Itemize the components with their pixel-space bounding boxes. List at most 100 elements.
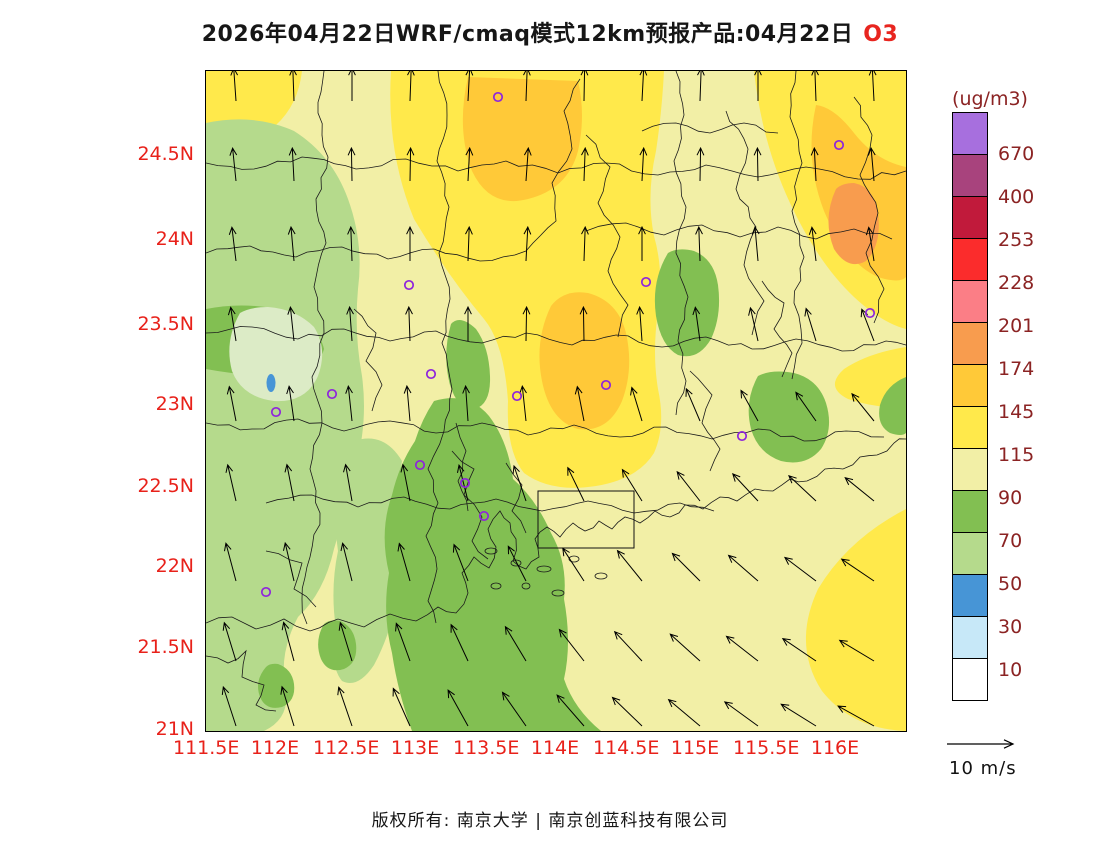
wind-vector — [289, 71, 297, 102]
colorbar-segment — [952, 322, 988, 365]
wind-vector — [639, 71, 648, 102]
colorbar-tick-label: 145 — [998, 401, 1035, 423]
colorbar-segment — [952, 658, 988, 701]
wind-vector — [347, 225, 355, 262]
wind-vector — [639, 146, 648, 182]
admin-boundary — [353, 308, 383, 412]
admin-boundary — [301, 71, 329, 625]
wind-vector — [638, 225, 646, 261]
station-marker — [511, 390, 523, 402]
wind-vector — [450, 623, 469, 662]
wind-vector — [281, 621, 295, 662]
wind-vector — [286, 385, 295, 422]
wind-vector — [692, 306, 701, 342]
wind-vector — [340, 542, 353, 582]
wind-vector — [348, 71, 356, 101]
station-marker — [864, 307, 876, 319]
wind-vector — [579, 305, 588, 342]
wind-vector — [452, 543, 469, 582]
wind-vector — [838, 639, 875, 662]
wind-vector — [465, 71, 474, 102]
o3-field-region-east-central-green — [654, 249, 720, 357]
wind-vector — [406, 146, 415, 182]
wind-vector — [780, 703, 817, 727]
colorbar-tick-label: 201 — [998, 315, 1035, 337]
o3-field-region-west-light-green — [206, 119, 364, 731]
wind-speed-legend: 10 m/s — [945, 736, 1035, 779]
colorbar-segment — [952, 406, 988, 449]
o3-field-region-east-edge-green — [879, 377, 906, 435]
colorbar-segment — [952, 280, 988, 323]
wind-vector — [284, 463, 295, 502]
admin-boundary — [436, 71, 453, 432]
colorbar-tick-label: 670 — [998, 143, 1035, 165]
admin-boundary — [641, 122, 779, 134]
station-marker — [833, 139, 845, 151]
wind-legend-label: 10 m/s — [949, 758, 1017, 779]
island-outline — [521, 582, 531, 590]
wind-vector — [621, 468, 643, 502]
admin-boundary — [455, 422, 469, 512]
wind-vector — [751, 225, 760, 262]
island-outline — [594, 572, 608, 580]
page-title-text: 2026年04月22日WRF/cmaq模式12km预报产品:04月22日 — [201, 22, 854, 47]
admin-boundary — [265, 494, 715, 514]
wind-vector — [740, 389, 759, 422]
wind-vector — [345, 385, 353, 422]
species-label: O3 — [863, 22, 899, 47]
lat-tick-label: 22.5N — [137, 475, 194, 497]
wind-vector — [727, 554, 759, 582]
wind-vector — [669, 633, 701, 662]
o3-concentration-map — [206, 71, 906, 731]
wind-vector — [783, 556, 817, 582]
wind-vector — [556, 694, 585, 727]
wind-vector — [840, 558, 875, 582]
wind-vector — [844, 476, 875, 502]
wind-vector — [811, 71, 819, 102]
lat-tick-label: 21.5N — [137, 636, 194, 658]
wind-vector — [753, 146, 762, 182]
o3-field-region-west-pale-green — [229, 307, 323, 402]
admin-boundary — [206, 156, 906, 180]
wind-vector — [224, 542, 237, 582]
wind-vector — [808, 226, 817, 262]
wind-vector — [788, 475, 817, 502]
colorbar — [952, 112, 988, 701]
station-marker — [414, 459, 426, 471]
wind-vector — [567, 466, 585, 502]
lon-tick-label: 113.5E — [453, 737, 520, 759]
region-highlight-box — [537, 490, 635, 549]
wind-vector — [696, 146, 705, 182]
wind-vector — [397, 542, 411, 582]
o3-field-region-southwest-green-spot-1 — [318, 620, 357, 671]
wind-vector — [287, 306, 296, 342]
wind-vector — [616, 549, 643, 582]
lon-tick-label: 114E — [530, 737, 580, 759]
island-outline — [536, 565, 552, 573]
wind-vector — [522, 305, 531, 342]
admin-boundary — [689, 370, 721, 472]
wind-vector — [501, 691, 527, 727]
wind-vector — [523, 146, 532, 182]
wind-vector — [405, 305, 413, 342]
colorbar-unit-label: (ug/m3) — [952, 88, 1028, 110]
island-outline — [490, 582, 502, 590]
lat-tick-label: 23.5N — [137, 313, 194, 335]
wind-vector — [725, 635, 759, 662]
wind-vector — [464, 305, 472, 341]
lat-tick-label: 23N — [155, 393, 194, 415]
colorbar-segment — [952, 532, 988, 575]
station-marker — [492, 91, 504, 103]
wind-vector — [580, 71, 589, 102]
colorbar-tick-label: 174 — [998, 358, 1035, 380]
wind-vector — [523, 71, 531, 102]
colorbar-tick-label: 50 — [998, 573, 1023, 595]
station-marker — [736, 430, 748, 442]
lon-tick-label: 116E — [810, 737, 860, 759]
wind-vector — [613, 630, 643, 662]
wind-vector — [406, 225, 414, 261]
wind-vector — [395, 622, 411, 662]
wind-vector — [804, 307, 817, 342]
wind-vector — [867, 146, 876, 182]
